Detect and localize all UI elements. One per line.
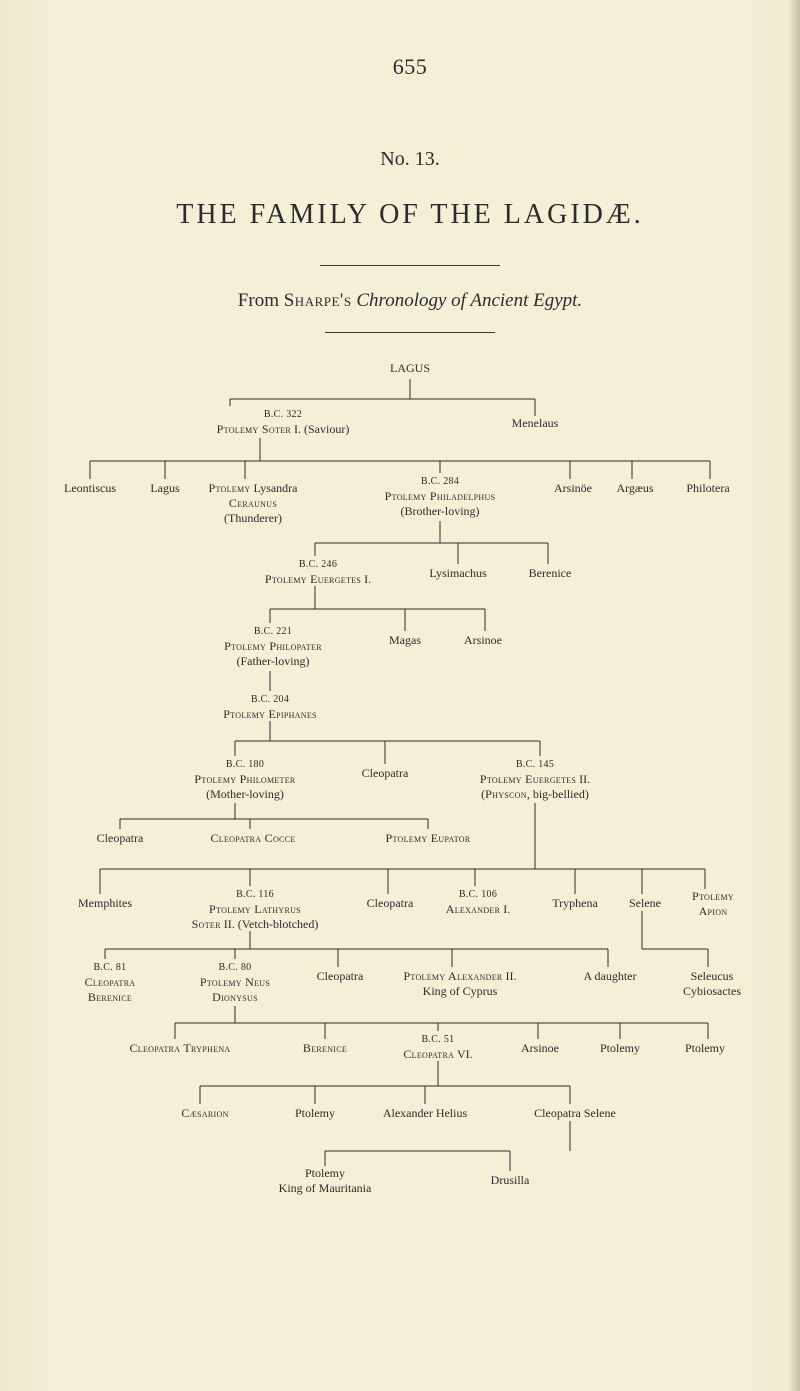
node-berenice1: Berenice [510,566,590,581]
node-menelaus: Menelaus [490,416,580,431]
node-ptol3: Ptolemy [275,1106,355,1121]
node-cleoselene: Cleopatra Selene [500,1106,650,1121]
node-lysim: Lysimachus [408,566,508,581]
chapter-number: No. 13. [70,148,750,171]
genealogy-tree: LAGUS B.C. 322 Ptolemy Soter I. (Saviour)… [70,361,750,1261]
node-cleo1: Cleopatra [340,766,430,781]
node-soter1: B.C. 322 Ptolemy Soter I. (Saviour) [168,406,398,437]
node-epiph: B.C. 204 Ptolemy Epiphanes [180,691,360,722]
node-cocce: Cleopatra Cocce [178,831,328,846]
node-memphites: Memphites [60,896,150,911]
node-lathyrus: B.C. 116 Ptolemy Lathyrus Soter II. (Vet… [145,886,365,932]
node-arsinoe2: Arsinoe [448,633,518,648]
node-ptolmaur: Ptolemy King of Mauritania [235,1166,415,1196]
divider-mid [325,332,495,333]
node-euerg1: B.C. 246 Ptolemy Euergetes I. [218,556,418,587]
node-caesarion: Cæsarion [150,1106,260,1121]
node-ptol1: Ptolemy [580,1041,660,1056]
node-neus: B.C. 80 Ptolemy Neus Dionysus [160,959,310,1005]
node-physcon: B.C. 145 Ptolemy Euergetes II. (Physcon,… [425,756,645,802]
node-arsinoe1: Arsinöe [538,481,608,496]
node-ptolapion: Ptolemy Apion [668,889,758,919]
node-philopater: B.C. 221 Ptolemy Philopater (Father-lovi… [178,623,368,669]
node-magas: Magas [370,633,440,648]
node-leontiscus: Leontiscus [50,481,130,496]
node-philotera: Philotera [668,481,748,496]
node-cleo6: B.C. 51 Cleopatra VI. [368,1031,508,1062]
divider-top [320,265,500,266]
node-philom: B.C. 180 Ptolemy Philometer (Mother-lovi… [150,756,340,802]
node-drusilla: Drusilla [465,1173,555,1188]
node-berenice2: Berenice [280,1041,370,1056]
node-cleo2: Cleopatra [75,831,165,846]
node-lagus: LAGUS [370,361,450,376]
node-argaeus: Argæus [600,481,670,496]
node-seleucus: Seleucus Cybiosactes [662,969,762,999]
page-number: 655 [70,54,750,80]
node-alex1: B.C. 106 Alexander I. [408,886,548,917]
source-line: From Sharpe's Chronology of Ancient Egyp… [70,290,750,312]
source-author: Sharpe's [284,290,352,311]
page-right-shadow [788,0,800,1391]
node-alex2: Ptolemy Alexander II. King of Cyprus [360,969,560,999]
page-title: THE FAMILY OF THE LAGIDÆ. [70,199,750,231]
node-eupator: Ptolemy Eupator [348,831,508,846]
node-daughter: A daughter [560,969,660,984]
node-cleoberen: B.C. 81 Cleopatra Berenice [50,959,170,1005]
node-cleotry: Cleopatra Tryphena [80,1041,280,1056]
node-ptol2: Ptolemy [665,1041,745,1056]
node-tryphena: Tryphena [530,896,620,911]
node-philadel: B.C. 284 Ptolemy Philadelphus (Brother-l… [340,473,540,519]
source-prefix: From [238,290,284,311]
node-alexhel: Alexander Helius [355,1106,495,1121]
node-arsinoe3: Arsinoe [500,1041,580,1056]
node-ceraunus: Ptolemy Lysandra Ceraunus (Thunderer) [178,481,328,526]
source-title: Chronology of Ancient Egypt. [352,290,583,311]
